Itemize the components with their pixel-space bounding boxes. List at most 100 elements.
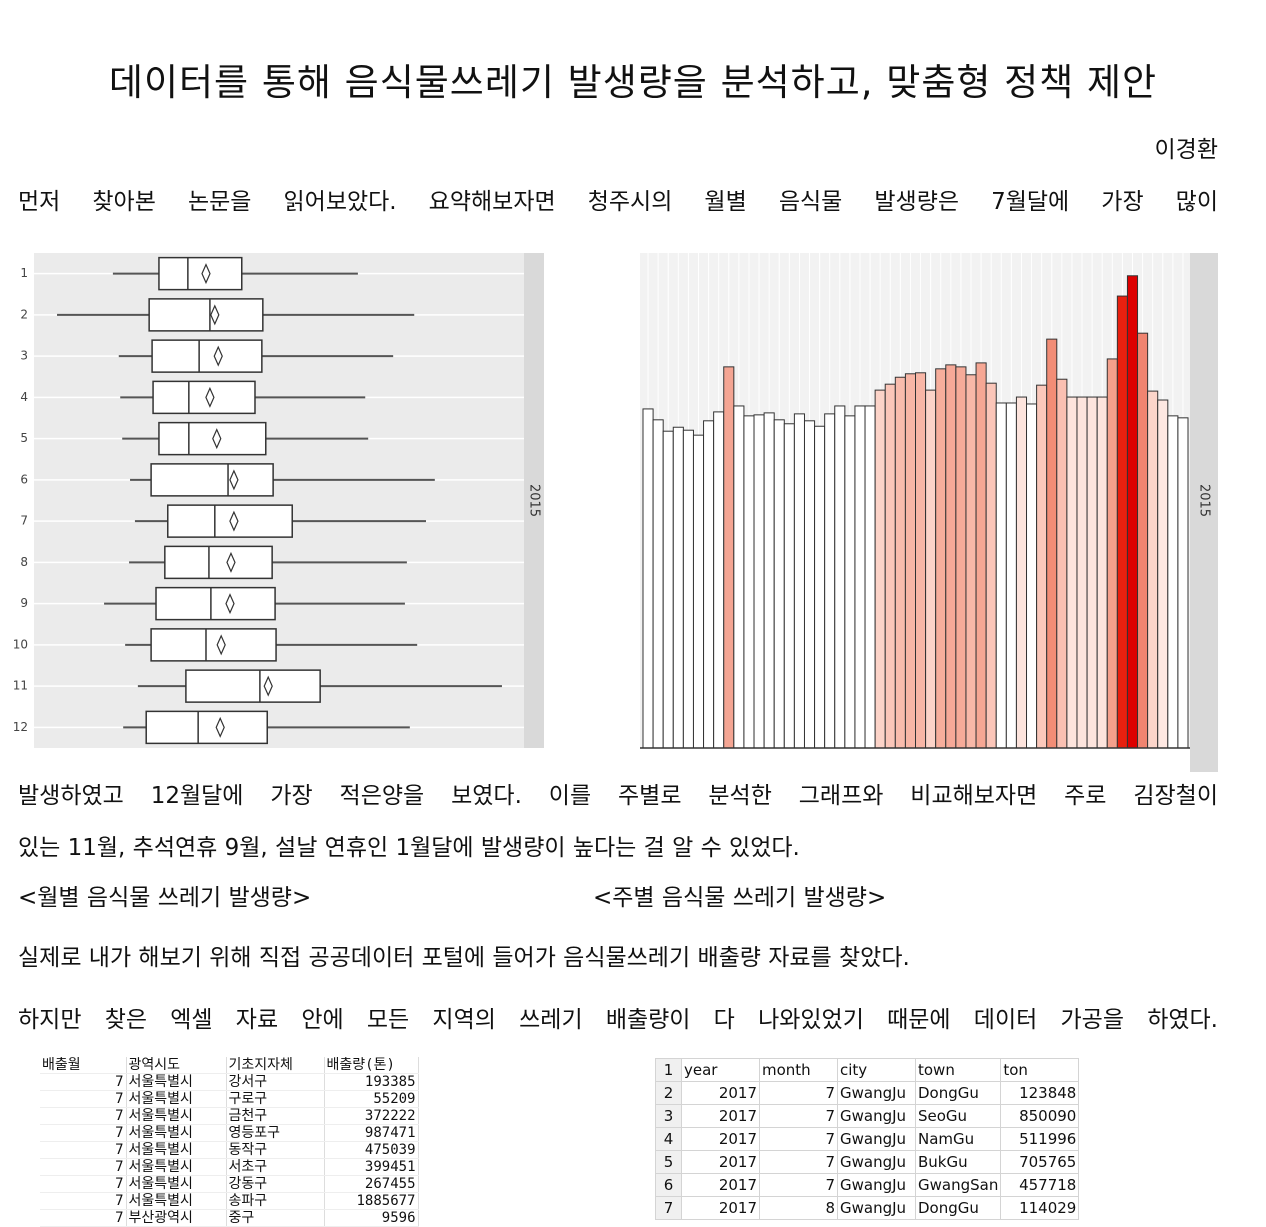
bar [1126,275,1139,749]
bar [904,373,917,749]
row: 7 서울특별시 구로구 55209 [40,1090,419,1108]
y-tick-label: 11 [13,679,28,693]
paragraph-line: 있는 11월, 추석연휴 9월, 설날 연휴인 1월달에 발생량이 높다는 걸 … [18,835,800,861]
cell: 2017 [681,1081,760,1105]
cell: 7 [759,1150,838,1174]
strip [524,253,544,748]
cell: GwangSan [914,1173,1002,1197]
y-tick-label: 9 [20,596,28,610]
bar [1086,396,1098,749]
row: 7 부산광역시 중구 9596 [40,1209,419,1227]
mean [201,263,211,285]
bar [1036,384,1048,749]
cell: 55209 [324,1090,419,1108]
cell: GwangJu [837,1173,916,1197]
cell: 267455 [324,1175,419,1193]
box [158,256,243,291]
cell: 금천구 [226,1107,325,1125]
cell: 475039 [324,1141,419,1159]
cell: 8 [759,1196,838,1220]
row: 7 2017 8 GwangJu DongGu 114029 [655,1196,1080,1220]
y-tick-label: 6 [20,472,28,486]
strip-label: 2015 [527,484,542,517]
cell: 송파구 [226,1192,325,1210]
cell: GwangJu [837,1104,916,1128]
cell: 7 [40,1209,127,1227]
row-number: 2 [655,1081,682,1105]
mean [205,386,215,408]
row: 7 서울특별시 동작구 475039 [40,1141,419,1159]
y-tick-label: 8 [20,555,28,569]
bar [935,368,947,749]
cell: 7 [40,1192,127,1210]
row: 배출월 광역시도 기초지자체 배출량(톤) [40,1057,419,1074]
bar [1046,338,1058,749]
header-cell: ton [1000,1058,1080,1082]
cell: 193385 [324,1073,419,1091]
y-tick-label: 1 [20,266,28,280]
caption: <월별 음식물 쓰레기 발생량> [18,885,312,911]
bar [894,376,906,749]
row-number: 3 [655,1104,682,1128]
bar [965,374,977,749]
cell: 705765 [1000,1150,1080,1174]
cell: 영등포구 [226,1124,325,1142]
bar [662,430,674,749]
mean [212,428,222,450]
cell: 구로구 [226,1090,325,1108]
cell: 7 [40,1158,127,1176]
cell: 7 [759,1127,838,1151]
cell: 7 [40,1073,127,1091]
cell: 123848 [1000,1081,1080,1105]
cell: 2017 [681,1127,760,1151]
y-tick-label: 10 [13,637,28,651]
bar [814,425,826,749]
cell: 987471 [324,1124,419,1142]
mean [225,593,235,615]
row: 7 서울특별시 강동구 267455 [40,1175,419,1193]
cell: 399451 [324,1158,419,1176]
paragraph-line: 하지만 찾은 엑셀 자료 안에 모든 지역의 쓰레기 배출량이 다 나와있었기 … [18,1007,1218,1033]
cell: 부산광역시 [126,1209,227,1227]
row: 2 2017 7 GwangJu DongGu 123848 [655,1081,1080,1105]
bar [864,405,876,749]
bar [844,415,856,749]
bar [1106,358,1118,749]
cell: 서울특별시 [126,1124,227,1142]
paragraph-line: 실제로 내가 해보기 위해 직접 공공데이터 포털에 들어가 음식물쓰레기 배출… [18,945,910,971]
cell: 강서구 [226,1073,325,1091]
cell: 중구 [226,1209,325,1227]
bar [652,419,664,749]
bar [1005,402,1017,749]
strip-label: 2015 [1197,484,1212,517]
cell: SeoGu [914,1104,1002,1128]
bar [753,414,765,749]
bar [783,423,795,749]
cell: 강동구 [226,1175,325,1193]
mean [215,716,225,738]
row-number: 4 [655,1127,682,1151]
bar [793,413,805,749]
bar [1026,403,1038,749]
header-cell: 배출월 [40,1057,127,1074]
bar [723,366,735,749]
row-number: 5 [655,1150,682,1174]
cell: 서울특별시 [126,1141,227,1159]
cell: 457718 [1000,1173,1080,1197]
mean [229,469,239,491]
box [185,669,321,703]
row: 7 서울특별시 서초구 399451 [40,1158,419,1176]
spreadsheet: 배출월 광역시도 기초지자체 배출량(톤) 7 서울특별시 강서구 193385 7 서울특별시 구… [40,1057,419,1227]
cell: 동작구 [226,1141,325,1159]
mean [263,675,273,697]
row: 7 서울특별시 송파구 1885677 [40,1192,419,1210]
row-number: 7 [655,1196,682,1220]
cell: 서울특별시 [126,1158,227,1176]
bar [763,412,775,749]
cell: DongGu [914,1081,1002,1105]
bar [682,429,694,749]
paragraph-line: 발생하였고 12월달에 가장 적은양을 보였다. 이를 주별로 분석한 그래프와… [18,783,1218,809]
bar [1147,390,1159,749]
cell: 2017 [681,1104,760,1128]
bar [672,426,684,749]
